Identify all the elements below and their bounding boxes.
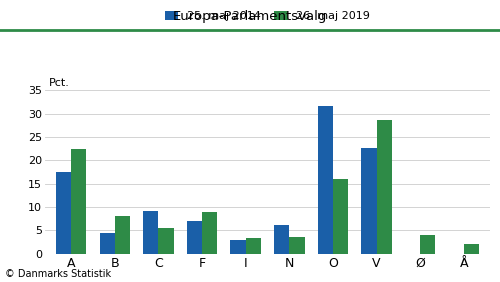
Bar (230, 240, 246, 254)
Bar (376, 120, 392, 254)
Bar (71, 149, 86, 254)
Bar (100, 233, 115, 254)
Bar (143, 211, 158, 254)
Bar (158, 228, 174, 254)
Bar (362, 148, 376, 254)
Bar (246, 238, 261, 254)
Text: Europa-Parlamentsvalg: Europa-Parlamentsvalg (173, 10, 327, 23)
Bar (56, 172, 71, 254)
Bar (420, 235, 436, 254)
Text: Pct.: Pct. (50, 78, 70, 88)
Text: © Danmarks Statistik: © Danmarks Statistik (5, 269, 111, 279)
Bar (202, 212, 218, 254)
Bar (318, 106, 333, 254)
Bar (290, 237, 304, 254)
Bar (274, 225, 289, 254)
Legend: 25. maj 2014, 26. maj 2019: 25. maj 2014, 26. maj 2019 (164, 11, 370, 21)
Bar (464, 244, 479, 254)
Bar (333, 179, 348, 254)
Bar (115, 216, 130, 254)
Bar (187, 221, 202, 254)
